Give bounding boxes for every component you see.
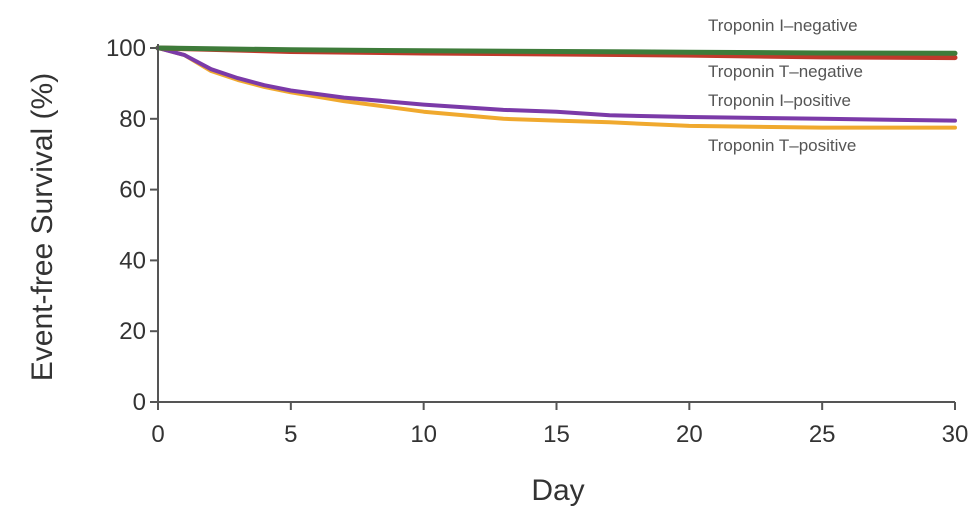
x-tick-label: 0	[151, 421, 164, 448]
series-labels: Troponin I–negative Troponin T–negative Tr…	[708, 16, 863, 155]
series-label: Troponin T–positive	[708, 136, 856, 155]
series-label: Troponin T–negative	[708, 62, 863, 81]
y-tick-label: 20	[119, 318, 146, 345]
x-tick-label: 25	[809, 421, 836, 448]
x-tick-label: 20	[676, 421, 703, 448]
y-tick-label: 80	[119, 106, 146, 133]
x-axis-title: Day	[531, 474, 584, 506]
x-tick-label: 5	[284, 421, 297, 448]
series-label: Troponin I–negative	[708, 16, 858, 35]
y-ticks: 0 20 40 60 80 100	[106, 35, 158, 416]
x-tick-label: 10	[410, 421, 437, 448]
series-label: Troponin I–positive	[708, 91, 851, 110]
x-tick-label: 15	[543, 421, 570, 448]
series-line	[156, 46, 957, 123]
y-tick-label: 100	[106, 35, 146, 62]
series-lines	[155, 45, 958, 130]
y-tick-label: 0	[133, 389, 146, 416]
x-tick-label: 30	[942, 421, 969, 448]
y-tick-label: 60	[119, 177, 146, 204]
y-tick-label: 40	[119, 247, 146, 274]
x-ticks: 0 5 10 15 20 25 30	[151, 402, 968, 448]
series-line	[155, 45, 958, 56]
y-axis-title: Event-free Survival (%)	[26, 73, 59, 381]
